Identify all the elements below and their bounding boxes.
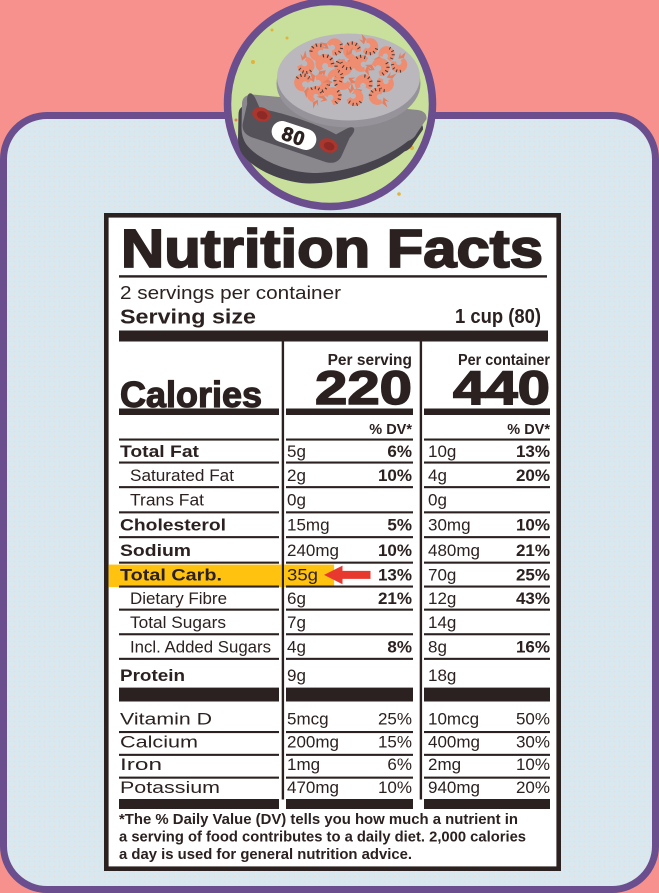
svg-text:440: 440 [453,361,550,414]
svg-text:Dietary Fibre: Dietary Fibre [130,589,227,608]
svg-text:Total Sugars: Total Sugars [130,613,226,632]
svg-text:5g: 5g [287,442,306,461]
svg-text:Potassium: Potassium [120,778,220,797]
svg-text:18g: 18g [428,666,456,685]
svg-text:200mg: 200mg [287,732,339,751]
svg-text:8g: 8g [428,638,447,657]
svg-text:7g: 7g [287,613,306,632]
svg-text:25%: 25% [516,566,550,585]
svg-text:Calcium: Calcium [120,732,198,751]
svg-text:16%: 16% [516,638,550,657]
svg-text:Incl. Added Sugars: Incl. Added Sugars [130,638,271,657]
svg-text:20%: 20% [516,466,550,485]
svg-text:a day is used for general nutr: a day is used for general nutrition advi… [119,847,412,863]
svg-text:Serving size: Serving size [120,307,256,329]
svg-text:Total Fat: Total Fat [120,442,199,461]
svg-text:470mg: 470mg [287,778,339,797]
svg-text:15mg: 15mg [287,516,330,535]
svg-text:20%: 20% [516,778,550,797]
svg-text:15%: 15% [378,732,412,751]
svg-text:Per serving: Per serving [328,352,412,369]
svg-text:6g: 6g [287,589,306,608]
svg-text:30%: 30% [516,732,550,751]
svg-text:Iron: Iron [120,755,162,774]
svg-text:10%: 10% [516,516,550,535]
svg-text:Sodium: Sodium [120,541,191,560]
svg-text:1mg: 1mg [287,755,320,774]
svg-text:0g: 0g [287,491,306,510]
svg-text:10g: 10g [428,442,456,461]
svg-text:1 cup (80): 1 cup (80) [455,306,541,328]
svg-text:21%: 21% [378,589,412,608]
svg-text:10%: 10% [378,778,412,797]
svg-text:13%: 13% [378,566,412,585]
svg-text:Vitamin D: Vitamin D [120,710,212,729]
svg-text:% DV*: % DV* [507,422,550,438]
svg-text:14g: 14g [428,613,456,632]
svg-text:*The % Daily Value (DV) tells: *The % Daily Value (DV) tells you how mu… [119,812,518,828]
svg-text:12g: 12g [428,589,456,608]
svg-text:220: 220 [315,361,412,414]
svg-text:9g: 9g [287,666,306,685]
svg-text:940mg: 940mg [428,778,480,797]
svg-text:5%: 5% [387,516,412,535]
svg-text:10%: 10% [516,755,550,774]
svg-text:Per container: Per container [458,352,550,369]
svg-text:480mg: 480mg [428,541,480,560]
svg-text:Trans Fat: Trans Fat [130,491,204,510]
svg-text:10%: 10% [378,466,412,485]
svg-text:35g: 35g [287,566,318,585]
svg-text:4g: 4g [287,638,306,657]
svg-text:25%: 25% [378,710,412,729]
svg-text:240mg: 240mg [287,541,339,560]
svg-text:Saturated Fat: Saturated Fat [130,466,234,485]
svg-text:10%: 10% [378,541,412,560]
svg-text:2mg: 2mg [428,755,461,774]
svg-text:0g: 0g [428,491,447,510]
svg-text:400mg: 400mg [428,732,480,751]
svg-text:5mcg: 5mcg [287,710,329,729]
svg-text:21%: 21% [516,541,550,560]
svg-text:Protein: Protein [120,666,185,685]
svg-text:% DV*: % DV* [369,422,412,438]
svg-text:Cholesterol: Cholesterol [120,516,226,535]
svg-text:30mg: 30mg [428,516,471,535]
svg-text:10mcg: 10mcg [428,710,479,729]
svg-text:2 servings per container: 2 servings per container [120,282,341,303]
svg-text:a serving of food contributes: a serving of food contributes to a daily… [119,830,526,846]
svg-text:4g: 4g [428,466,447,485]
svg-text:2g: 2g [287,466,306,485]
svg-text:6%: 6% [387,442,412,461]
svg-text:70g: 70g [428,566,456,585]
svg-text:Total Carb.: Total Carb. [120,566,222,585]
svg-text:43%: 43% [516,589,550,608]
svg-text:Nutrition Facts: Nutrition Facts [121,219,543,279]
svg-text:50%: 50% [516,710,550,729]
svg-text:6%: 6% [387,755,412,774]
svg-text:8%: 8% [387,638,412,657]
svg-text:13%: 13% [516,442,550,461]
